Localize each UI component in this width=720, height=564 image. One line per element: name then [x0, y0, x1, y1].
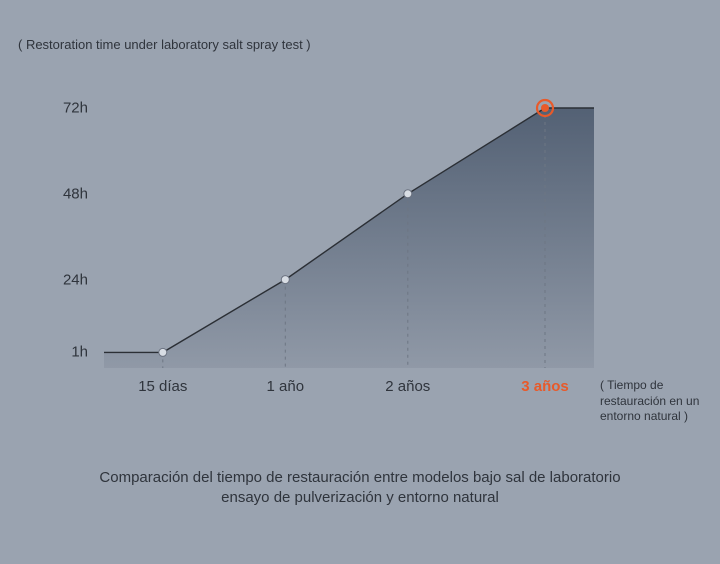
x-tick-label: 3 años — [521, 378, 569, 395]
chart-svg — [104, 108, 594, 368]
area-fill — [104, 108, 594, 368]
chart-caption: Comparación del tiempo de restauración e… — [0, 468, 720, 509]
x-tick-label: 1 año — [267, 378, 305, 395]
x-axis-title: ( Tiempo de restauración en un entorno n… — [600, 378, 710, 425]
y-tick-label: 48h — [63, 185, 88, 202]
marker-ring-inner — [541, 104, 549, 112]
plot-area — [104, 108, 594, 368]
y-tick-label: 1h — [71, 344, 88, 361]
marker-dot — [404, 190, 412, 198]
y-tick-label: 24h — [63, 271, 88, 288]
x-tick-label: 2 años — [385, 378, 430, 395]
x-tick-label: 15 días — [138, 378, 187, 395]
x-axis-labels: 15 días 1 año 2 años 3 años — [104, 378, 594, 402]
marker-dot — [159, 348, 167, 356]
marker-dot — [281, 276, 289, 284]
chart-root: ( Restoration time under laboratory salt… — [0, 0, 720, 564]
y-tick-label: 72h — [63, 100, 88, 117]
y-axis-title: ( Restoration time under laboratory salt… — [18, 36, 311, 54]
